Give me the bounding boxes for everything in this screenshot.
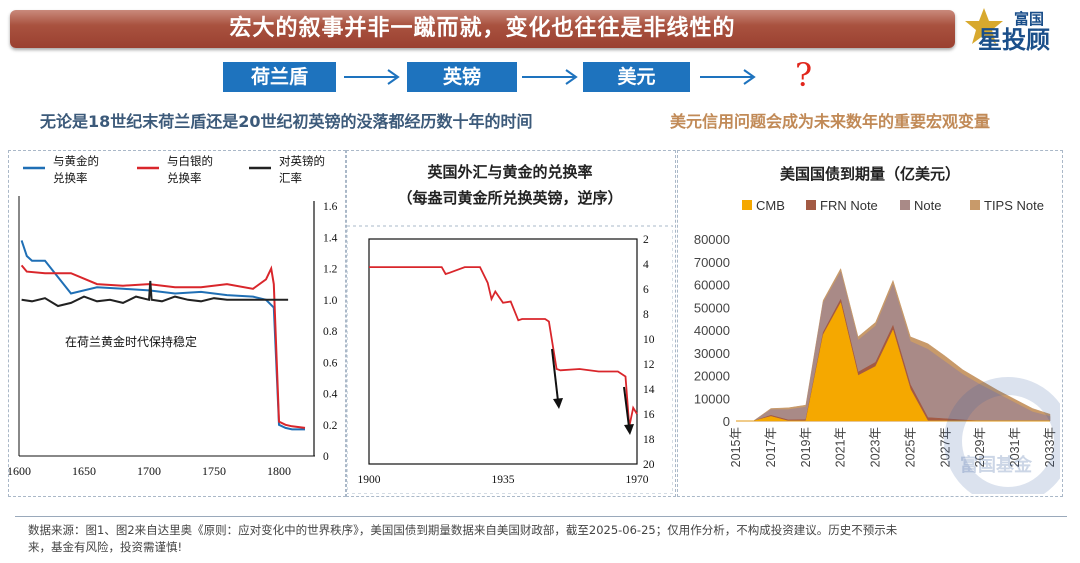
subtitle-right: 美元信用问题会成为未来数年的重要宏观变量 xyxy=(670,112,991,131)
series-line xyxy=(20,264,306,429)
x-tick-label: 2019年 xyxy=(799,427,813,467)
title-banner xyxy=(10,10,955,48)
x-tick-label: 1970 xyxy=(626,474,649,486)
legend-label: 与黄金的兑换率 xyxy=(53,154,99,185)
flow-item-dollar: 美元 xyxy=(583,62,690,92)
x-tick-label: 2029年 xyxy=(973,427,987,467)
y-tick-label: 40000 xyxy=(694,323,730,338)
footer-divider xyxy=(15,516,1067,517)
legend-swatch xyxy=(970,200,980,210)
y-tick-label: 0.8 xyxy=(323,326,338,338)
y-tick-label: 10 xyxy=(643,334,655,346)
legend-swatch xyxy=(900,200,910,210)
chart-annotation: 在荷兰黄金时代保持稳定 xyxy=(65,334,197,349)
y-tick-label: 12 xyxy=(643,359,655,371)
y-tick-label: 1.0 xyxy=(323,295,338,307)
x-tick-label: 1650 xyxy=(72,464,96,478)
x-tick-label: 2017年 xyxy=(764,427,778,467)
page-title: 宏大的叙事并非一蹴而就，变化也往往是非线性的 xyxy=(229,16,736,41)
area-series-cmb xyxy=(736,302,1050,422)
legend-label: FRN Note xyxy=(820,198,878,213)
x-tick-label: 2015年 xyxy=(729,427,743,467)
y-tick-label: 2 xyxy=(643,234,649,246)
y-tick-label: 1.2 xyxy=(323,264,338,276)
y-tick-label: 0 xyxy=(323,451,329,463)
x-tick-label: 1800 xyxy=(267,464,291,478)
y-tick-label: 10000 xyxy=(694,391,730,406)
brand-logo: 富国 星投顾 xyxy=(962,4,1074,56)
y-tick-label: 30000 xyxy=(694,346,730,361)
y-tick-label: 0 xyxy=(723,414,730,429)
svg-text:富国: 富国 xyxy=(1014,10,1044,28)
watermark-text: 富国基金 xyxy=(960,454,1033,476)
x-tick-label: 1600 xyxy=(9,464,31,478)
series-line xyxy=(369,266,638,427)
legend-label: TIPS Note xyxy=(984,198,1044,213)
chart-title: 英国外汇与黄金的兑换率 xyxy=(427,163,592,181)
y-tick-label: 20000 xyxy=(694,369,730,384)
y-tick-label: 50000 xyxy=(694,300,730,315)
question-mark: ? xyxy=(795,56,813,94)
x-tick-label: 2021年 xyxy=(834,427,848,467)
flow-item-guilder: 荷兰盾 xyxy=(223,62,336,92)
series-line xyxy=(20,240,305,431)
y-tick-label: 70000 xyxy=(694,255,730,270)
legend-label: Note xyxy=(914,198,941,213)
y-tick-label: 60000 xyxy=(694,278,730,293)
y-tick-label: 0.4 xyxy=(323,389,338,401)
arrow-right-icon xyxy=(344,69,400,85)
x-tick-label: 2027年 xyxy=(938,427,952,467)
arrow-right-icon xyxy=(700,69,756,85)
plot-frame xyxy=(368,238,638,465)
footer-note: 数据来源：图1、图2来自达里奥《原则：应对变化中的世界秩序》，美国国债到期量数据… xyxy=(28,522,1058,556)
x-tick-label: 2031年 xyxy=(1008,427,1022,467)
x-tick-label: 1700 xyxy=(137,464,161,478)
y-tick-label: 1.4 xyxy=(323,232,338,244)
x-tick-label: 2033年 xyxy=(1043,427,1057,467)
flow-item-pound: 英镑 xyxy=(407,62,517,92)
y-tick-label: 80000 xyxy=(694,232,730,247)
y-tick-label: 14 xyxy=(643,384,655,396)
treasury-chart: 美国国债到期量（亿美元） CMB FRN Note Note TIPS Note 0 1… xyxy=(694,165,1060,494)
svg-text:星投顾: 星投顾 xyxy=(978,26,1050,54)
star-logo-icon xyxy=(965,8,1003,44)
legend-label: 与白银的兑换率 xyxy=(167,154,213,185)
x-tick-label: 2025年 xyxy=(903,427,917,467)
footer-line-2: 来，基金有风险，投资需谨慎! xyxy=(28,540,183,554)
decline-arrow-2 xyxy=(623,386,634,435)
arrow-right-icon xyxy=(522,69,578,85)
y-tick-label: 8 xyxy=(643,309,649,321)
chart-panel-guilder xyxy=(8,150,346,497)
legend-swatch xyxy=(742,200,752,210)
y-tick-label: 1.6 xyxy=(323,201,338,213)
x-tick-label: 2023年 xyxy=(869,427,883,467)
y-tick-label: 4 xyxy=(643,259,649,271)
legend-swatch xyxy=(806,200,816,210)
y-tick-label: 6 xyxy=(643,284,649,296)
footer-line-1: 数据来源：图1、图2来自达里奥《原则：应对变化中的世界秩序》，美国国债到期量数据… xyxy=(28,523,898,537)
y-tick-label: 20 xyxy=(643,459,655,471)
watermark-logo-icon xyxy=(944,377,1060,494)
x-tick-label: 1935 xyxy=(492,474,515,486)
chart-title: 美国国债到期量（亿美元） xyxy=(780,165,960,183)
guilder-chart: 与黄金的兑换率 与白银的兑换率 对英镑的汇率 在荷兰黄金时代保持稳定 0 0.2 0.4… xyxy=(9,154,338,478)
pound-chart: 英国外汇与黄金的兑换率 （每盎司黄金所兑换英镑，逆序） 2 4 6 8 10 12 14 16… xyxy=(347,163,673,494)
x-tick-label: 1900 xyxy=(358,474,381,486)
chart-panel-treasury xyxy=(677,150,1063,497)
y-tick-label: 0.6 xyxy=(323,357,338,369)
legend-label: CMB xyxy=(756,198,785,213)
y-tick-label: 16 xyxy=(643,409,655,421)
x-tick-label: 1750 xyxy=(202,464,226,478)
y-tick-label: 0.2 xyxy=(323,420,338,432)
chart-subtitle: （每盎司黄金所兑换英镑，逆序） xyxy=(397,189,622,207)
legend-label: 对英镑的汇率 xyxy=(279,154,325,185)
chart-panel-pound xyxy=(346,150,676,497)
subtitle-left: 无论是18世纪末荷兰盾还是20世纪初英镑的没落都经历数十年的时间 xyxy=(40,112,533,131)
series-line xyxy=(21,280,289,308)
y-tick-label: 18 xyxy=(643,434,655,446)
decline-arrow-1 xyxy=(551,348,563,409)
